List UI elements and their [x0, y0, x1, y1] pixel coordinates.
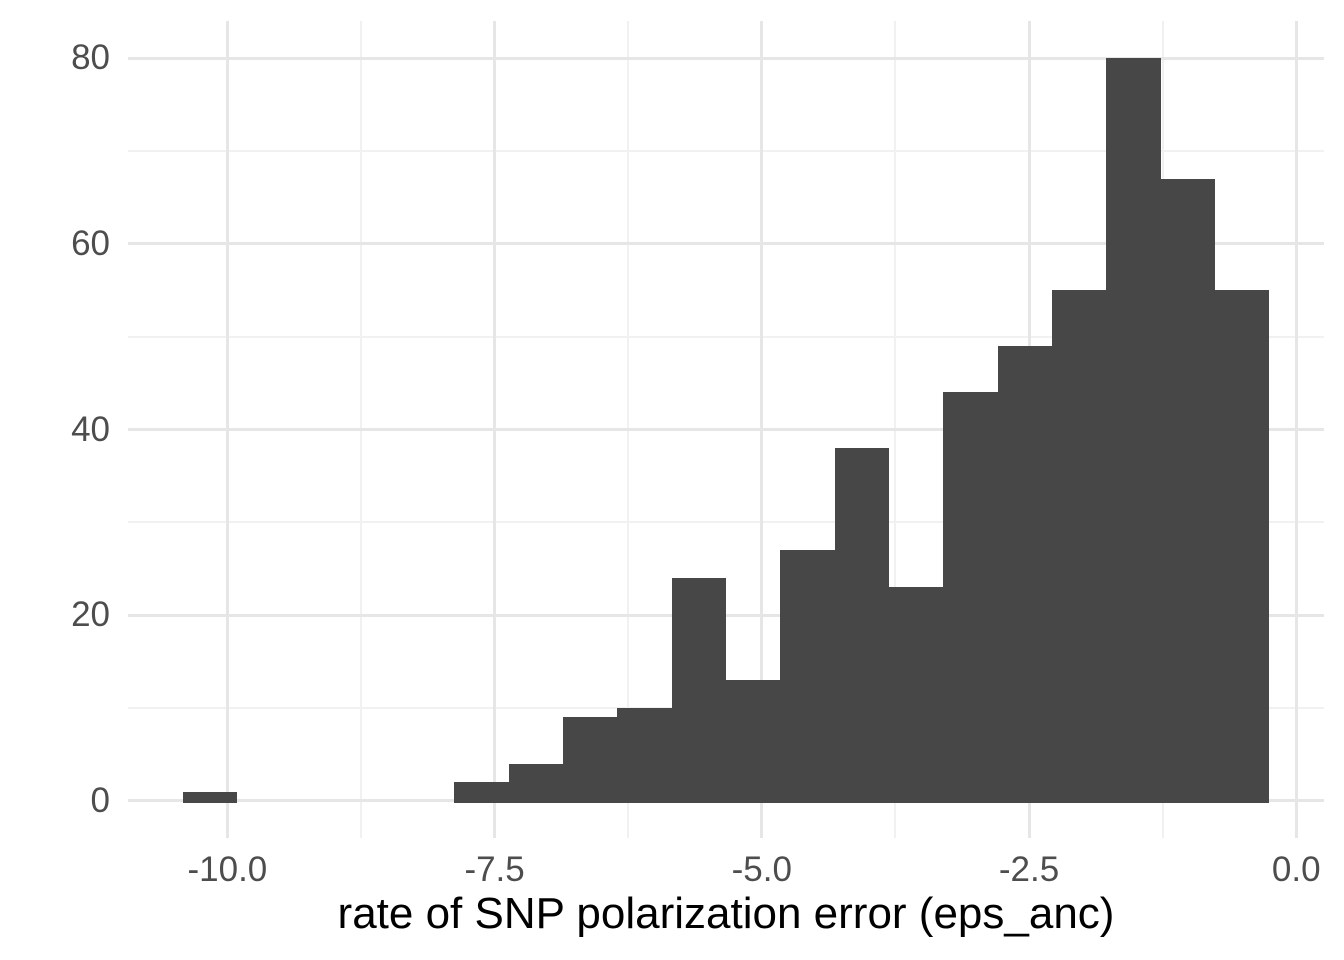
x-tick-label: -5.0 [731, 850, 792, 889]
gridline-major-vertical [225, 21, 229, 838]
histogram-bar [889, 587, 943, 803]
y-tick-label: 60 [71, 223, 110, 263]
histogram-bar [1052, 290, 1106, 803]
x-tick-label: -10.0 [187, 850, 268, 889]
gridline-minor-horizontal [128, 149, 1324, 152]
histogram-bar [726, 680, 780, 803]
histogram-bar [780, 550, 835, 803]
gridline-major-vertical [1294, 21, 1298, 838]
gridline-major-horizontal [128, 242, 1324, 246]
histogram-bar [454, 782, 509, 803]
gridline-major-horizontal [128, 428, 1324, 431]
x-tick-label: 0.0 [1271, 850, 1321, 889]
histogram-bar [1106, 58, 1161, 803]
gridline-major-vertical [493, 21, 497, 838]
histogram-bar [563, 717, 617, 803]
plot-panel [128, 21, 1324, 838]
histogram-bar [672, 578, 726, 803]
histogram-bar [943, 392, 998, 803]
histogram-bar [183, 792, 237, 803]
x-tick-label: -2.5 [998, 850, 1060, 889]
x-axis-title: rate of SNP polarization error (eps_anc) [337, 889, 1115, 938]
histogram-bar [998, 346, 1052, 803]
gridline-minor-horizontal [128, 521, 1324, 524]
histogram-bar [617, 708, 672, 803]
gridline-minor-horizontal [128, 335, 1324, 338]
y-tick-label: 0 [90, 780, 110, 820]
gridline-major-horizontal [128, 613, 1324, 617]
x-tick-label: -7.5 [464, 850, 525, 889]
histogram-bar [1161, 179, 1215, 803]
y-tick-label: 40 [71, 409, 110, 449]
histogram-bar [509, 764, 563, 803]
gridline-major-horizontal [128, 56, 1324, 60]
gridline-major-vertical [760, 21, 764, 838]
histogram-bar [835, 448, 889, 803]
y-tick-label: 20 [71, 595, 110, 635]
histogram-bar [1215, 290, 1269, 803]
y-tick-label: 80 [71, 38, 110, 78]
